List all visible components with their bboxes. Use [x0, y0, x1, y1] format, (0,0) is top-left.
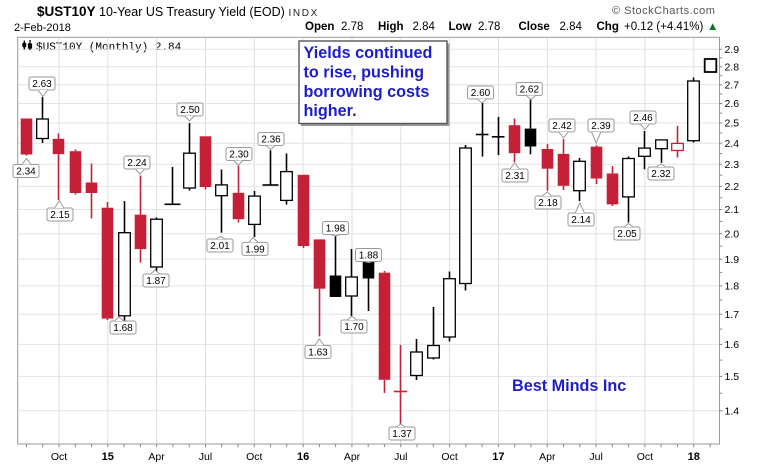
svg-text:1.88: 1.88 — [359, 251, 379, 262]
svg-text:16: 16 — [297, 451, 309, 463]
svg-text:2.01: 2.01 — [210, 241, 230, 252]
svg-text:1.87: 1.87 — [146, 276, 166, 287]
svg-text:2.6: 2.6 — [725, 98, 740, 110]
svg-text:2.3: 2.3 — [725, 159, 740, 171]
svg-text:Apr: Apr — [344, 451, 361, 463]
svg-text:2.18: 2.18 — [538, 198, 558, 209]
svg-text:2.9: 2.9 — [725, 44, 740, 56]
svg-text:to rise, pushing: to rise, pushing — [304, 63, 425, 81]
svg-text:1.7: 1.7 — [725, 309, 740, 321]
svg-text:Oct: Oct — [246, 451, 262, 463]
svg-text:17: 17 — [492, 451, 504, 463]
svg-text:1.70: 1.70 — [344, 322, 364, 333]
svg-text:2.8: 2.8 — [725, 61, 740, 73]
svg-text:2.15: 2.15 — [50, 210, 70, 221]
svg-text:2.39: 2.39 — [591, 121, 611, 132]
svg-text:1.5: 1.5 — [725, 371, 740, 383]
svg-text:2.24: 2.24 — [127, 158, 147, 169]
svg-text:2.60: 2.60 — [471, 88, 491, 99]
svg-text:2.62: 2.62 — [520, 85, 540, 96]
svg-text:Oct: Oct — [441, 451, 457, 463]
svg-text:1.37: 1.37 — [392, 429, 412, 440]
svg-text:Apr: Apr — [539, 451, 556, 463]
svg-text:Best Minds Inc: Best Minds Inc — [512, 377, 626, 395]
svg-text:1.8: 1.8 — [725, 281, 740, 293]
svg-text:1.68: 1.68 — [113, 323, 133, 334]
svg-text:1.63: 1.63 — [308, 348, 328, 359]
svg-text:Oct: Oct — [51, 451, 67, 463]
svg-text:2.1: 2.1 — [725, 204, 740, 216]
svg-text:borrowing costs: borrowing costs — [304, 83, 430, 101]
svg-text:higher.: higher. — [304, 102, 357, 120]
svg-text:2.34: 2.34 — [16, 167, 36, 178]
svg-text:2.2: 2.2 — [725, 181, 740, 193]
svg-text:1.4: 1.4 — [725, 405, 740, 417]
svg-text:Oct: Oct — [637, 451, 653, 463]
svg-text:2.05: 2.05 — [617, 229, 637, 240]
svg-text:Jul: Jul — [394, 451, 407, 463]
svg-text:1.6: 1.6 — [725, 339, 740, 351]
svg-text:2.4: 2.4 — [725, 138, 740, 150]
svg-text:1.98: 1.98 — [326, 224, 346, 235]
svg-text:2.0: 2.0 — [725, 228, 740, 240]
svg-text:Apr: Apr — [148, 451, 165, 463]
svg-text:2.7: 2.7 — [725, 80, 740, 92]
svg-text:2.31: 2.31 — [505, 171, 525, 182]
svg-text:2.5: 2.5 — [725, 118, 740, 130]
svg-text:1.99: 1.99 — [245, 244, 265, 255]
svg-text:1.9: 1.9 — [725, 254, 740, 266]
svg-text:2.30: 2.30 — [229, 150, 249, 161]
svg-text:18: 18 — [688, 451, 700, 463]
svg-text:2.63: 2.63 — [32, 79, 52, 90]
svg-text:Jul: Jul — [589, 451, 602, 463]
svg-text:Jul: Jul — [199, 451, 212, 463]
svg-text:2.14: 2.14 — [571, 215, 591, 226]
svg-text:2.32: 2.32 — [651, 169, 671, 180]
svg-text:2.36: 2.36 — [261, 135, 281, 146]
svg-text:Yields continued: Yields continued — [304, 44, 433, 62]
svg-text:2.42: 2.42 — [552, 121, 572, 132]
svg-text:15: 15 — [102, 451, 114, 463]
svg-text:2.46: 2.46 — [633, 113, 653, 124]
svg-text:2.50: 2.50 — [180, 105, 200, 116]
